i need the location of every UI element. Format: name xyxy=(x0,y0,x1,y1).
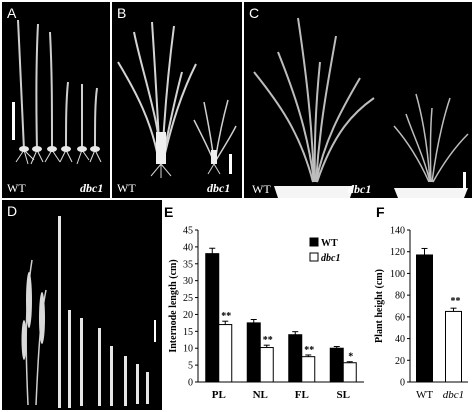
y-tick-label: 140 xyxy=(390,226,405,237)
x-tick-label: FL xyxy=(295,389,309,401)
panel-c-photo: C WT dbc1 xyxy=(244,2,472,198)
y-tick-label: 120 xyxy=(390,247,405,258)
y-axis-title: Plant height (cm) xyxy=(374,269,385,343)
y-tick-label: 15 xyxy=(183,327,193,338)
panel-f-label: F xyxy=(376,204,385,220)
scale-bar xyxy=(229,154,232,174)
panel-c-label: C xyxy=(249,5,260,21)
y-axis-title: Internode length (cm) xyxy=(168,259,179,352)
significance-mark: ** xyxy=(304,345,314,356)
y-tick-label: 0 xyxy=(188,378,193,389)
y-tick-label: 60 xyxy=(395,312,405,323)
panel-c-dbc1-caption: dbc1 xyxy=(348,182,372,196)
y-tick-label: 20 xyxy=(183,310,193,321)
panel-b-photo: B WT dbc1 xyxy=(112,2,242,198)
x-tick-label: PL xyxy=(212,389,226,401)
bar-dbc1 xyxy=(301,356,316,383)
plant-illustration-b xyxy=(117,21,237,178)
panel-b-label: B xyxy=(117,5,127,21)
panel-a-dbc1-caption: dbc1 xyxy=(80,181,104,195)
bar-dbc1 xyxy=(342,362,357,383)
bar-wt xyxy=(416,254,433,383)
bar-wt xyxy=(288,334,303,383)
seedling-illustration-a xyxy=(12,19,102,165)
y-tick-label: 20 xyxy=(395,356,405,367)
internode-length-chart: 0 5 10 15 20 25 30 35 40 45 Internode length (cm) *… xyxy=(164,200,369,410)
significance-mark: ** xyxy=(451,296,461,307)
y-tick-label: 5 xyxy=(188,361,193,372)
y-tick-label: 80 xyxy=(395,291,405,302)
y-tick-label: 30 xyxy=(183,276,193,287)
bar-dbc1 xyxy=(445,310,462,383)
significance-mark: * xyxy=(348,352,353,363)
plant-height-chart: 0 20 40 60 80 100 120 140 Plant height (cm) WT ** d… xyxy=(372,200,472,410)
y-tick-label: 40 xyxy=(395,334,405,345)
y-tick-label: 100 xyxy=(390,269,405,280)
scale-bar xyxy=(463,172,466,190)
significance-mark: ** xyxy=(221,311,231,322)
panel-e-label: E xyxy=(164,204,174,220)
legend-swatch xyxy=(309,252,319,262)
panel-a-wt-caption: WT xyxy=(7,181,26,195)
y-tick-label: 45 xyxy=(183,226,193,237)
legend-label: WT xyxy=(321,238,338,249)
panel-c-wt-caption: WT xyxy=(252,182,271,196)
bar-wt xyxy=(205,253,220,383)
panicle-internode-illustration-d xyxy=(21,216,156,408)
panel-a-photo: A WT dbc1 xyxy=(2,2,110,198)
panel-d-label: D xyxy=(7,203,18,219)
panel-a-label: A xyxy=(7,5,17,21)
x-tick-label: NL xyxy=(253,389,268,401)
panel-b-wt-caption: WT xyxy=(117,181,136,195)
y-tick-label: 0 xyxy=(400,378,405,389)
y-tick-label: 10 xyxy=(183,344,193,355)
x-tick-label: WT xyxy=(416,389,433,401)
y-tick-label: 25 xyxy=(183,293,193,304)
bar-wt xyxy=(246,322,261,383)
bar-wt xyxy=(329,347,344,383)
y-tick-label: 40 xyxy=(183,242,193,253)
y-tick-label: 35 xyxy=(183,259,193,270)
potted-plants-illustration-c xyxy=(253,17,469,198)
legend-swatch xyxy=(309,237,319,247)
legend-label: dbc1 xyxy=(321,253,340,264)
bar-dbc1 xyxy=(218,324,233,383)
scale-bar xyxy=(12,102,15,140)
panel-b-dbc1-caption: dbc1 xyxy=(207,181,231,195)
x-tick-label: SL xyxy=(337,389,350,401)
bar-dbc1 xyxy=(259,347,274,383)
scale-bar xyxy=(154,320,156,342)
significance-mark: ** xyxy=(263,335,273,346)
x-tick-label: dbc1 xyxy=(443,389,464,401)
panel-d-photo: D xyxy=(2,200,162,410)
